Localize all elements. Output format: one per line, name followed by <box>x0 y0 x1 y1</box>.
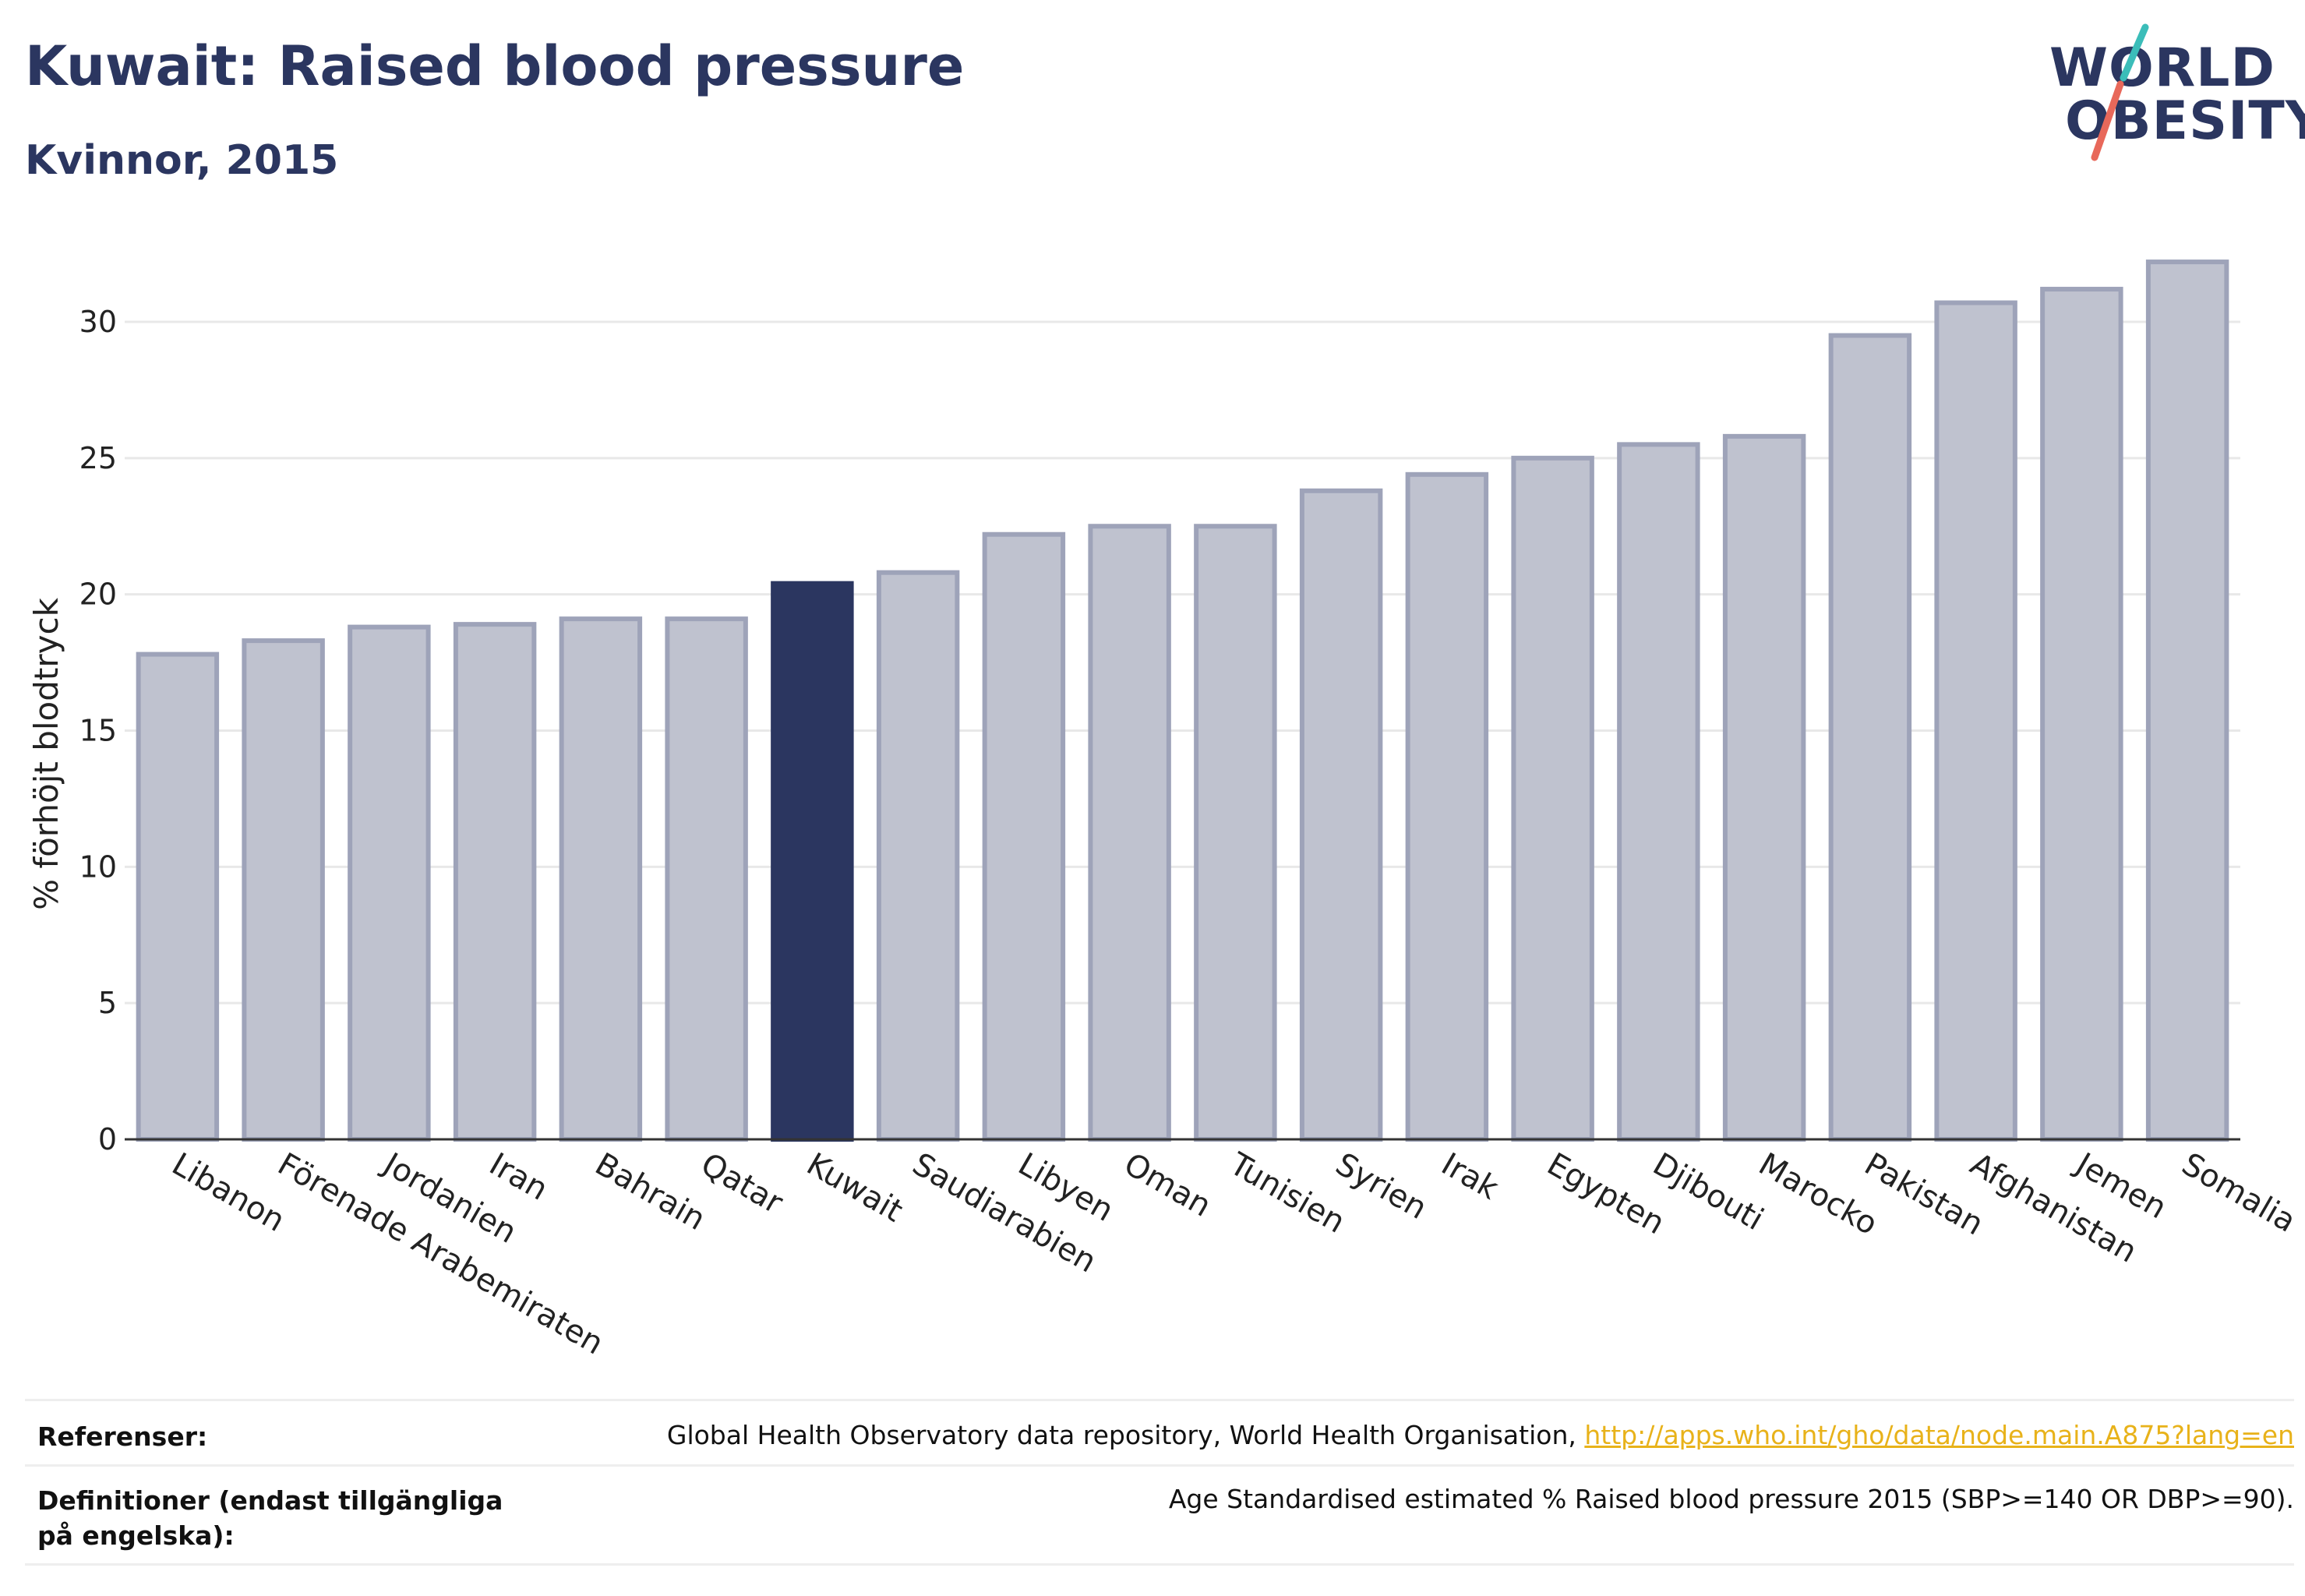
chart-subtitle: Kvinnor, 2015 <box>25 137 339 184</box>
bar-oman <box>1088 524 1171 1142</box>
y-tick-label: 0 <box>98 1122 117 1156</box>
bar-marocko <box>1722 433 1806 1142</box>
chart-title: Kuwait: Raised blood pressure <box>25 34 965 98</box>
definitions-value: Age Standardised estimated % Raised bloo… <box>1168 1484 2294 1514</box>
x-tick-label: Tunisien <box>1223 1146 1351 1240</box>
x-tick-label: Bahrain <box>589 1146 711 1238</box>
bar-afghanistan <box>1934 300 2017 1142</box>
logo-text-world: WORLD <box>2049 37 2275 99</box>
references-label: Referenser: <box>37 1421 208 1452</box>
references-value: Global Health Observatory data repositor… <box>667 1420 2294 1450</box>
y-tick-label: 30 <box>79 305 117 339</box>
references-link[interactable]: http://apps.who.int/gho/data/node.main.A… <box>1584 1420 2294 1450</box>
bar-pakistan <box>1828 333 1912 1142</box>
x-tick-label: Irak <box>1435 1146 1505 1207</box>
x-tick-label: Pakistan <box>1858 1146 1989 1243</box>
x-tick-label: Libanon <box>166 1146 291 1239</box>
definitions-row: Definitioner (endast tillgängliga på eng… <box>25 1464 2294 1566</box>
x-tick-label: Somalia <box>2176 1146 2302 1240</box>
x-tick-label: Iran <box>483 1146 554 1208</box>
bar-jordanien <box>348 624 431 1142</box>
x-tick-label: Kuwait <box>800 1146 909 1230</box>
bar-djibouti <box>1617 442 1700 1142</box>
bar-libyen <box>982 531 1066 1142</box>
bar-jemen <box>2040 287 2123 1142</box>
bar-tunisien <box>1194 524 1277 1142</box>
world-obesity-logo: WORLD OBESITY <box>2042 23 2305 164</box>
bar-kuwait <box>771 581 854 1142</box>
bar-syrien <box>1299 488 1383 1142</box>
x-tick-label: Djibouti <box>1647 1146 1769 1238</box>
y-tick-label: 5 <box>98 986 117 1020</box>
bar-somalia <box>2145 260 2229 1142</box>
x-tick-label: Oman <box>1118 1146 1217 1224</box>
y-tick-label: 25 <box>79 441 117 475</box>
bar-f-renade-arabemiraten <box>242 638 325 1142</box>
y-axis-label: % förhöjt blodtryck <box>27 597 65 909</box>
y-tick-label: 10 <box>79 849 117 884</box>
y-tick-label: 15 <box>79 714 117 748</box>
bar-qatar <box>665 616 748 1142</box>
bar-saudiarabien <box>876 570 960 1142</box>
y-tick-label: 20 <box>79 577 117 612</box>
references-row: Referenser: Global Health Observatory da… <box>25 1399 2294 1467</box>
bar-egypten <box>1511 455 1594 1142</box>
bar-iran <box>453 622 537 1142</box>
logo-slash-icon <box>2091 23 2149 161</box>
definitions-label: Definitioner (endast tillgängliga på eng… <box>37 1485 503 1551</box>
references-text: Global Health Observatory data repositor… <box>666 1420 1585 1450</box>
x-tick-label: Saudiarabien <box>906 1146 1102 1280</box>
x-tick-label: Egypten <box>1541 1146 1671 1242</box>
bar-irak <box>1405 471 1489 1142</box>
x-tick-label: Marocko <box>1753 1146 1883 1242</box>
bar-bahrain <box>559 616 643 1142</box>
bar-libanon <box>136 651 220 1142</box>
